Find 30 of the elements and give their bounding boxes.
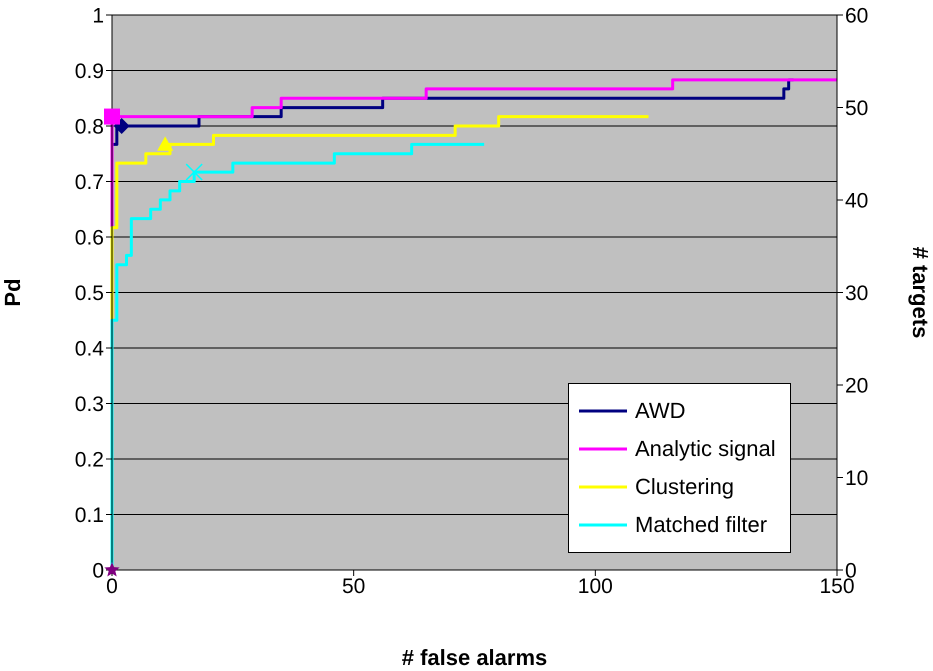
- y2-tick-label: 20: [845, 374, 868, 398]
- y2-tick-label: 30: [845, 282, 868, 305]
- point: [157, 136, 174, 151]
- y-tick-label: 0.6: [74, 226, 104, 250]
- legend-label: AWD: [635, 398, 686, 424]
- y2-tick-label: 50: [845, 96, 868, 120]
- y-tick-label: 0.9: [74, 60, 104, 83]
- y-tick-label: 0.8: [74, 115, 104, 138]
- y2-axis-title: # targets: [908, 246, 933, 338]
- y-axis-title: Pd: [0, 278, 25, 307]
- legend-label: Analytic signal: [635, 436, 776, 462]
- legend-label: Matched filter: [635, 512, 768, 538]
- point: [185, 163, 203, 181]
- x-axis-title: # false alarms: [402, 645, 548, 670]
- x-tick-label: 100: [578, 574, 613, 598]
- y2-tick-label: 10: [845, 466, 868, 490]
- y-tick-label: 0.2: [74, 448, 104, 472]
- y2-tick-label: 60: [845, 4, 868, 28]
- y-tick-label: 0.4: [74, 337, 104, 360]
- y-tick-label: 0.1: [74, 504, 104, 527]
- point: [104, 562, 120, 576]
- y-tick-label: 0.3: [74, 392, 104, 416]
- y2-tick-label: 40: [845, 189, 868, 212]
- legend-label: Clustering: [635, 474, 734, 500]
- point: [104, 108, 120, 125]
- y-tick-label: 1: [92, 4, 104, 28]
- y-tick-label: 0: [92, 559, 104, 582]
- y-tick-label: 0.7: [74, 170, 104, 194]
- y-tick-label: 0.5: [74, 282, 104, 305]
- x-tick-label: 50: [342, 574, 366, 598]
